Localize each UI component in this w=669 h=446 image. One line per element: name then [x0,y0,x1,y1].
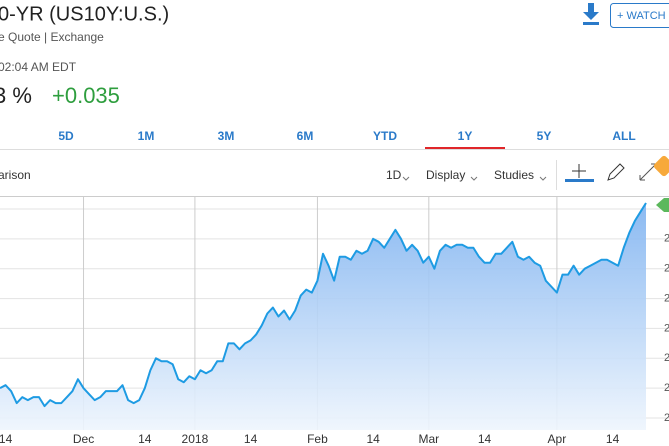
y-tick-label: 2.3 [664,412,669,424]
price-line [0,202,647,408]
orange-badge [653,155,669,177]
active-tab-underline [425,147,505,149]
download-arrow [583,12,599,20]
x-tick-label: 14 [138,432,152,446]
quote-title: 0-YR (US10Y:U.S.) [0,3,169,25]
download-icon[interactable] [583,3,599,25]
quote-price: 3 % [0,83,32,108]
crosshair-tool[interactable] [572,164,586,178]
x-tick-label: 14 [478,432,492,446]
draw-tool[interactable] [607,163,625,181]
range-tab[interactable]: 1Y [458,129,473,143]
chevron [402,176,410,181]
area-fill [0,202,646,430]
y-tick-label: 2.8 [664,263,669,275]
range-tab[interactable]: 3M [218,129,235,143]
chart: 2.32.42.52.62.72.82.9314Dec14201814Feb14… [0,197,669,446]
y-tick-label: 2.6 [664,322,669,334]
x-tick-label: Apr [548,432,567,446]
quote-subtitle: e Quote | Exchange [0,30,104,44]
x-tick-label: Mar [418,432,439,446]
x-tick-label: Feb [307,432,328,446]
range-tab[interactable]: ALL [612,129,635,143]
x-tick-label: 14 [366,432,380,446]
range-tab[interactable]: 5D [58,129,74,143]
y-tick-label: 2.5 [664,352,669,364]
range-tab[interactable]: YTD [373,129,397,143]
range-tab[interactable]: 6M [297,129,314,143]
download-base [583,22,599,25]
chevron [539,176,547,181]
comparison-label[interactable]: arison [0,168,31,182]
y-tick-label: 2.7 [664,292,669,304]
y-tick-label: 2.9 [664,233,669,245]
tool-active-underline [565,179,594,182]
expand-tool[interactable] [639,163,657,181]
x-tick-label: Dec [73,432,94,446]
x-tick-label: 2018 [182,432,209,446]
watch-button[interactable] [610,3,669,28]
range-tab[interactable]: 1M [138,129,155,143]
x-tick-label: 14 [244,432,258,446]
x-tick-label: 14 [606,432,620,446]
studies-menu[interactable]: Studies [494,168,534,182]
quote-change: +0.035 [52,83,120,108]
x-tick-label: 14 [0,432,13,446]
display-menu[interactable]: Display [426,168,465,182]
interval-menu[interactable]: 1D [386,168,402,182]
download-stem [588,3,594,13]
chevron [470,176,478,181]
quote-time: 02:04 AM EDT [0,60,77,74]
range-tab[interactable]: 5Y [537,129,552,143]
y-tick-label: 2.4 [664,382,669,394]
watch-label[interactable]: + WATCH [617,10,666,22]
range-tabs: 5D 1M 3M 6M YTD 1Y 5Y ALL [58,129,635,143]
last-price-tag [656,198,669,212]
